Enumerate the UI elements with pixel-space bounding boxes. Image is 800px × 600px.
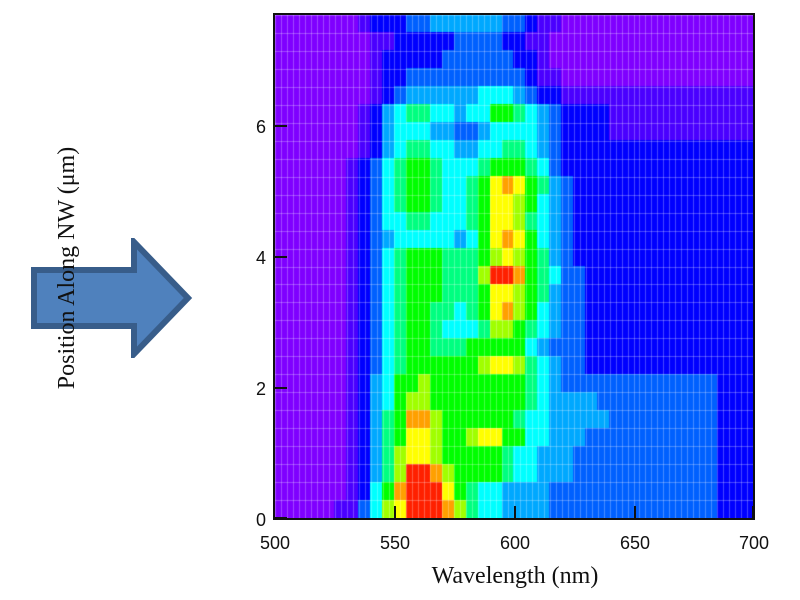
y-tick-2 (275, 387, 287, 389)
x-tick-550 (394, 506, 396, 519)
y-tick-4 (275, 256, 287, 258)
x-tick-label: 550 (379, 533, 411, 553)
plot-frame (273, 13, 755, 520)
y-tick-label: 2 (255, 379, 266, 399)
x-tick-label: 500 (259, 533, 291, 553)
x-tick-650 (634, 506, 636, 519)
x-tick-label: 700 (738, 533, 770, 553)
y-tick-label: 0 (255, 510, 266, 530)
heatmap-canvas (275, 15, 753, 518)
x-axis-label: Wavelength (nm) (431, 563, 599, 589)
x-tick-600 (514, 506, 516, 519)
pointer-arrow-icon (31, 238, 193, 358)
x-tick-700 (752, 506, 754, 519)
y-tick-6 (275, 125, 287, 127)
x-tick-label: 600 (499, 533, 531, 553)
y-tick-label: 4 (255, 248, 266, 268)
y-axis-label: Position Along NW (μm) (54, 146, 80, 390)
y-tick-label: 6 (255, 117, 266, 137)
y-tick-0 (275, 517, 287, 519)
x-tick-label: 650 (619, 533, 651, 553)
